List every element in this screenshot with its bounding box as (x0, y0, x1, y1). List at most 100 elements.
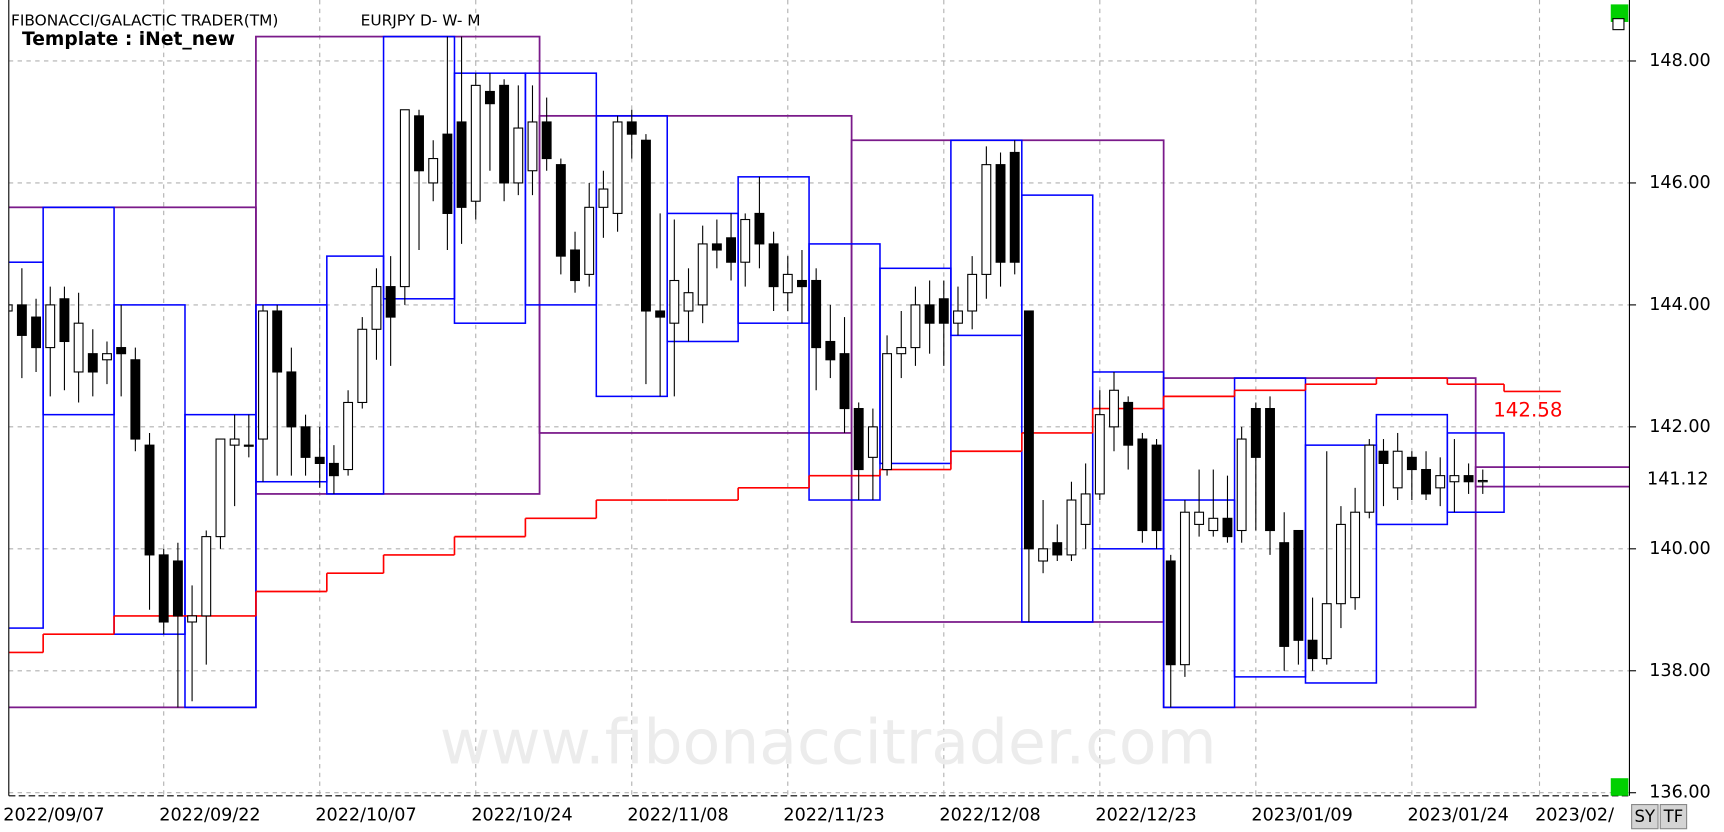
weekly-box (879, 267, 952, 465)
candle-body-up (697, 243, 708, 306)
candle-body-up (1194, 511, 1205, 525)
candle-body-up (73, 322, 84, 373)
candle-body-down (1307, 639, 1318, 660)
candle-body-down (641, 139, 651, 312)
watermark: www.fibonaccitrader.com (440, 707, 1217, 779)
candle-body-up (910, 304, 921, 349)
candle-body-up (1179, 511, 1190, 666)
app-title: FIBONACCI/GALACTIC TRADER(TM) (11, 11, 278, 29)
candle-body-up (1236, 438, 1247, 532)
corner-button[interactable] (1610, 778, 1629, 796)
sy-label[interactable]: SY (1635, 807, 1656, 826)
candle-body-down (839, 353, 850, 410)
candle-body-up (598, 188, 609, 208)
candle-body-down (1279, 542, 1290, 647)
candle-body-up (669, 279, 680, 324)
candle-body-down (130, 359, 141, 440)
candle-body-down (1009, 151, 1020, 263)
candle-body-up (1335, 523, 1346, 605)
candle-body-up (201, 536, 212, 617)
y-tick-label: 138.00 (1649, 661, 1711, 681)
candle-body-down (59, 298, 70, 343)
candle-body-down (328, 462, 339, 477)
candle-body-down (484, 90, 495, 105)
candle-body-up (1066, 499, 1077, 556)
candle-body-up (896, 347, 907, 355)
x-tick-label: 2022/10/07 (315, 806, 416, 826)
tf-label[interactable]: TF (1663, 807, 1684, 826)
candle-body-up (1208, 517, 1219, 532)
candle-body-down (16, 304, 27, 336)
y-tick-label: 142.00 (1649, 417, 1711, 437)
weekly-box (1091, 371, 1165, 550)
candle-body-up (967, 273, 978, 312)
candle-body-down (797, 279, 807, 288)
candle-body-up (527, 121, 538, 172)
monthly-box (1474, 466, 1630, 488)
x-tick-label: 2022/11/23 (783, 806, 884, 826)
candle-body-down (1293, 529, 1304, 641)
candle-body-down (1137, 438, 1148, 532)
candle-body-down (655, 310, 666, 318)
plot-area (8, 0, 1630, 796)
symbol: EURJPY D- W- M (361, 11, 481, 29)
candle-body-up (513, 127, 524, 184)
candle-body-up (953, 310, 963, 324)
weekly-box (326, 255, 385, 495)
x-tick-label: 2022/12/08 (939, 806, 1040, 826)
candle-body-up (1094, 414, 1105, 495)
candle-body-up (102, 353, 112, 361)
candle-body-up (584, 206, 595, 275)
x-tick-label: 2022/10/24 (471, 806, 572, 826)
candle-body-up (612, 121, 623, 214)
candle-body-down (1123, 401, 1134, 446)
x-tick-label: 2023/01/24 (1407, 806, 1508, 826)
candle-body-up (243, 444, 254, 447)
candle-body-down (286, 371, 297, 428)
candle-body-down (1406, 456, 1417, 471)
candle-body-up (187, 615, 198, 623)
x-tick-label: 2023/01/09 (1251, 806, 1352, 826)
candle-body-up (8, 304, 13, 312)
candle-body-up (1392, 450, 1403, 489)
candle-body-down (31, 316, 42, 349)
candle-body-down (172, 560, 183, 617)
candle-body-down (442, 133, 453, 214)
candle-body-down (924, 304, 935, 324)
candle-body-down (414, 115, 424, 172)
candle-body-down (116, 347, 127, 355)
candle-body-down (938, 298, 949, 324)
sy-button[interactable] (1631, 804, 1659, 830)
candle-body-down (300, 426, 311, 458)
candle-body-up (45, 304, 56, 349)
candle-body-down (1421, 468, 1431, 495)
candle-body-up (1080, 493, 1091, 525)
candle-body-down (754, 212, 765, 245)
candle-body-down (272, 310, 283, 373)
candle-body-up (683, 292, 694, 312)
template: Template : iNet_new (22, 29, 235, 50)
y-tick-label: 144.00 (1649, 295, 1711, 315)
candle-body-down (499, 84, 510, 184)
candle-body-up (981, 164, 992, 275)
candle-body-down (711, 243, 722, 251)
corner-button[interactable] (1610, 4, 1629, 22)
x-tick-label: 2022/12/23 (1095, 806, 1196, 826)
candle-body-down (626, 121, 637, 135)
candle-body-down (811, 279, 822, 349)
candle-body-down (314, 456, 325, 464)
candle-body-up (470, 84, 481, 202)
candle-body-down (385, 286, 396, 318)
tf-button[interactable] (1659, 804, 1688, 830)
candle-body-up (229, 438, 240, 446)
candle-body-down (1463, 475, 1474, 483)
candle-body-down (570, 249, 580, 282)
candle-body-up (1350, 511, 1361, 599)
candle-body-up (1477, 479, 1488, 483)
y-tick-label: 146.00 (1649, 173, 1711, 193)
candle-body-up (1435, 475, 1446, 489)
stop-label: 142.58 (1493, 399, 1562, 422)
candle-body-down (1052, 542, 1063, 556)
x-tick-label: 2023/02/ (1535, 806, 1614, 826)
candle-body-down (1023, 310, 1034, 550)
